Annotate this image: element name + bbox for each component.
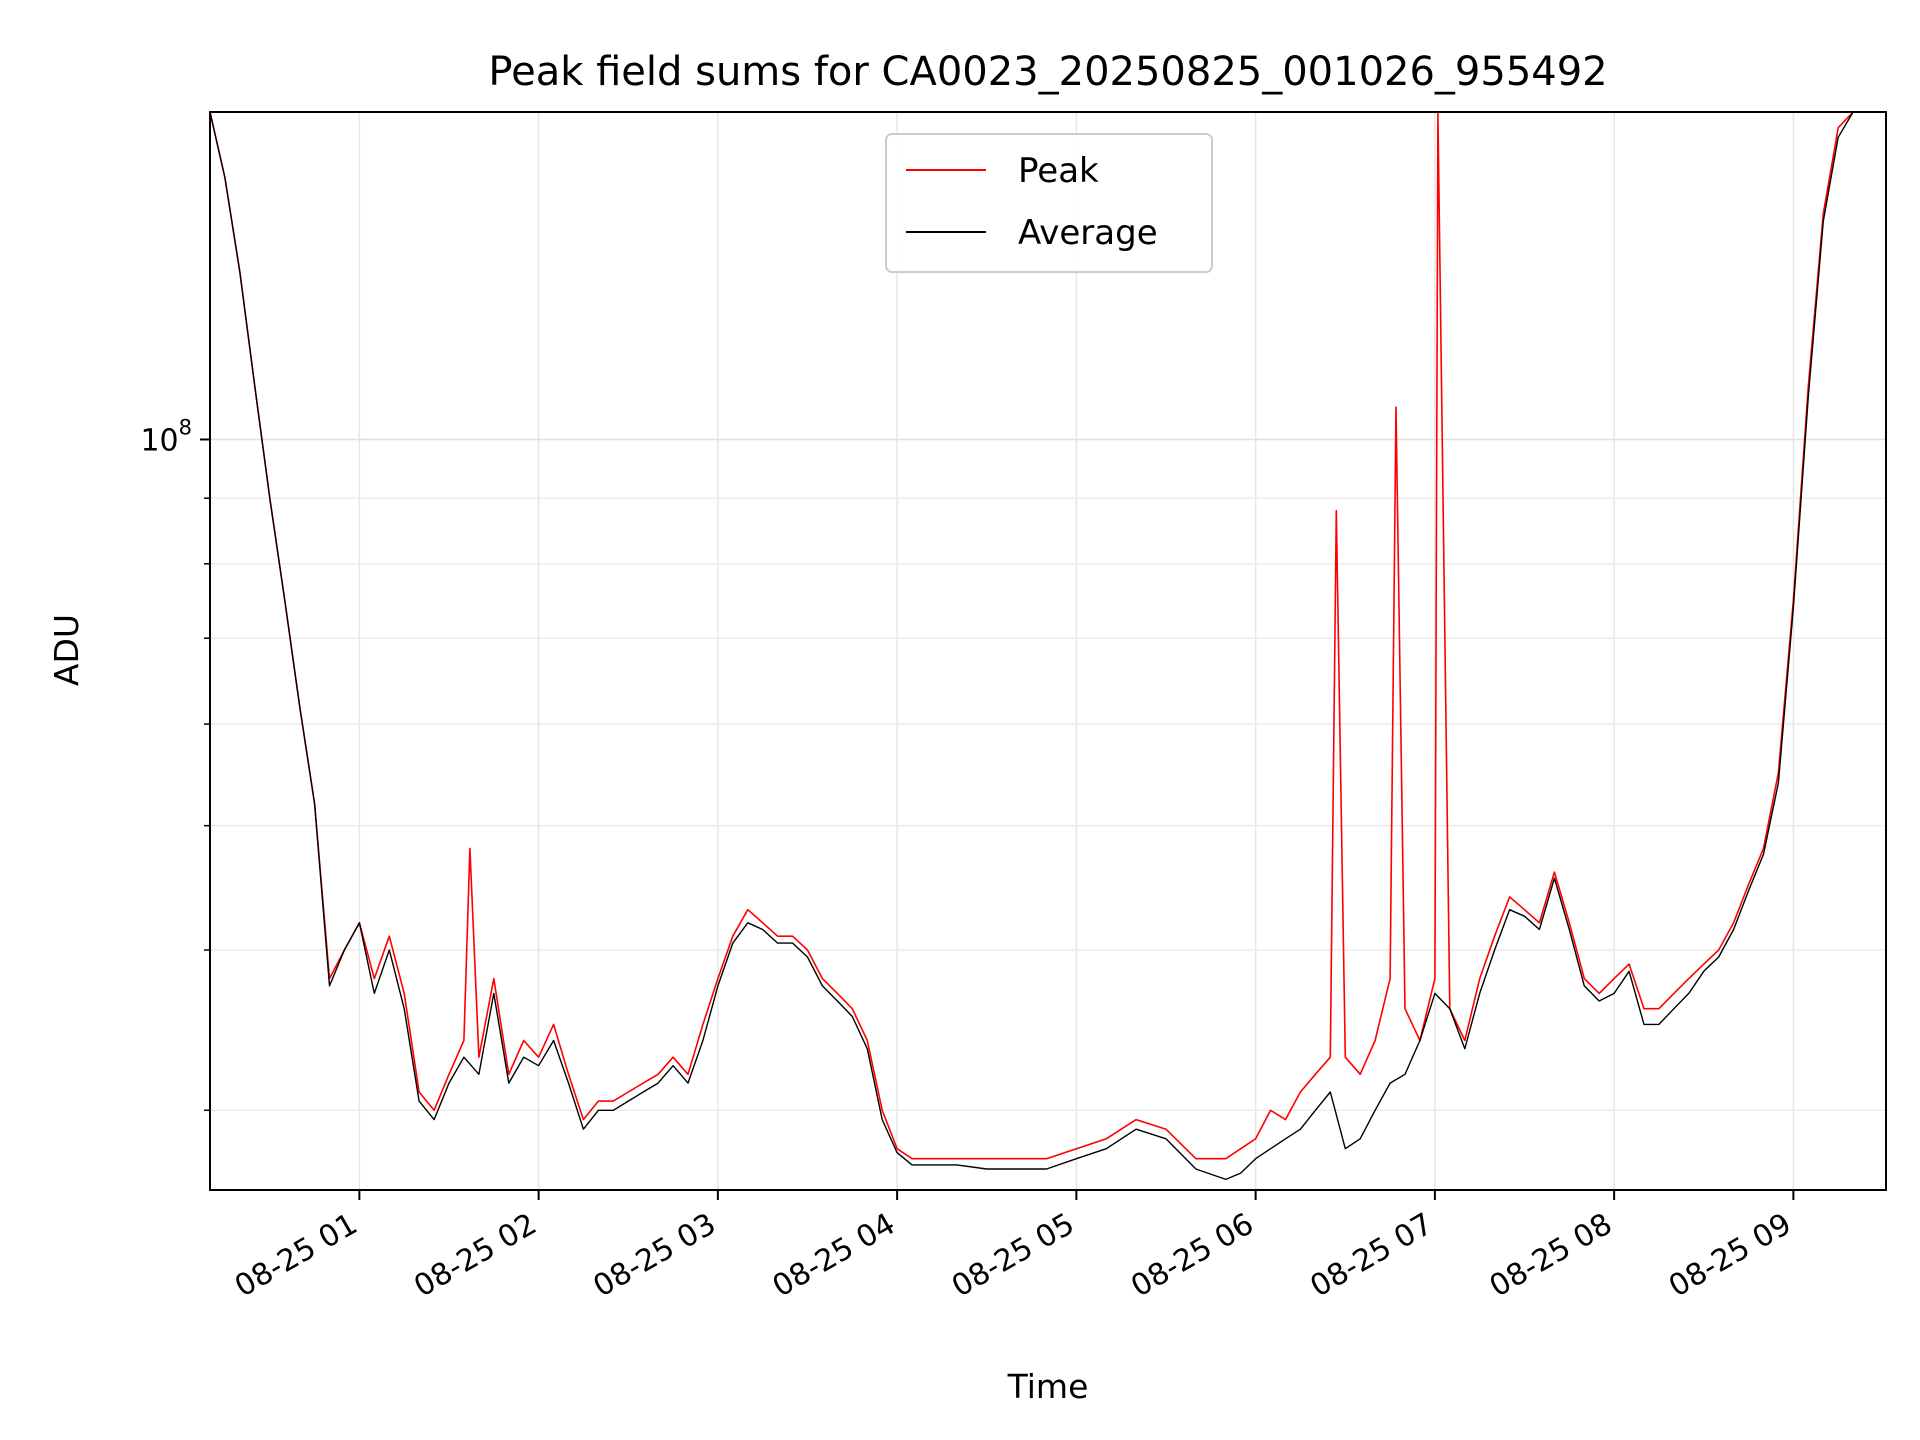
legend-box bbox=[885, 133, 1213, 273]
legend-label-average: Average bbox=[1018, 213, 1158, 253]
x-axis: 08-25 01 08-25 02 08-25 03 08-25 04 08-25 05… bbox=[229, 1190, 1797, 1304]
grid bbox=[210, 112, 1886, 1190]
x-tick-label: 08-25 08 bbox=[1484, 1207, 1618, 1305]
x-tick-label: 08-25 04 bbox=[767, 1207, 901, 1305]
x-tick-label: 08-25 09 bbox=[1663, 1207, 1797, 1305]
x-tick-label: 08-25 03 bbox=[588, 1207, 722, 1305]
y-axis-label: ADU bbox=[47, 614, 86, 686]
y-tick-label: 108 bbox=[140, 415, 192, 458]
chart-title: Peak field sums for CA0023_20250825_0010… bbox=[488, 49, 1607, 95]
legend-label-peak: Peak bbox=[1018, 151, 1099, 191]
x-tick-label: 08-25 07 bbox=[1305, 1207, 1439, 1305]
y-axis: 108 bbox=[140, 415, 210, 1112]
plot-frame bbox=[209, 111, 1887, 1191]
legend: Peak Average bbox=[885, 133, 1213, 273]
x-tick-label: 08-25 02 bbox=[408, 1207, 542, 1305]
x-tick-label: 08-25 05 bbox=[946, 1207, 1080, 1305]
x-tick-label: 08-25 06 bbox=[1125, 1207, 1259, 1305]
series-line-peak bbox=[209, 111, 1886, 1160]
series-layer bbox=[209, 111, 1886, 1181]
x-tick-label: 08-25 01 bbox=[229, 1207, 363, 1305]
x-axis-label: Time bbox=[1007, 1367, 1089, 1406]
series-line-average bbox=[209, 111, 1886, 1181]
